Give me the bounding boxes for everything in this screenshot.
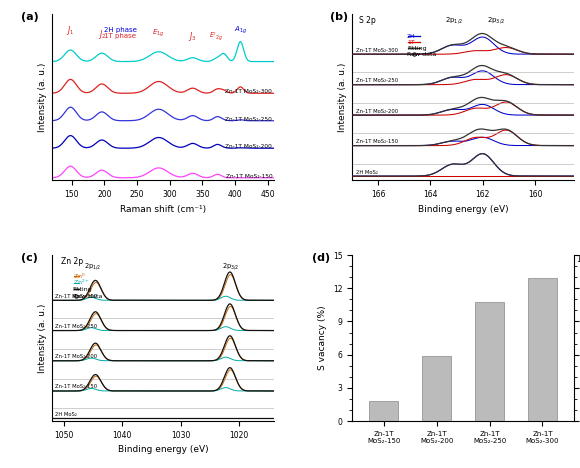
Text: Zn$^{2+}$: Zn$^{2+}$ (72, 278, 90, 287)
Text: (a): (a) (21, 12, 39, 22)
Text: Zn$^0$: Zn$^0$ (72, 271, 85, 281)
Text: 2H phase: 2H phase (104, 27, 137, 33)
Text: (d): (d) (312, 253, 330, 263)
Text: Zn-1T MoS₂-200: Zn-1T MoS₂-200 (226, 144, 273, 149)
Text: 2H MoS₂: 2H MoS₂ (55, 412, 77, 417)
Text: 2p$_{3/2}$: 2p$_{3/2}$ (222, 262, 239, 272)
Text: Zn-1T MoS₂-250: Zn-1T MoS₂-250 (356, 78, 398, 83)
Text: 2p$_{3/2}$: 2p$_{3/2}$ (487, 15, 505, 26)
Text: 1T: 1T (407, 40, 415, 45)
Bar (369, 401, 398, 421)
Text: Zn-1T MoS₂-200: Zn-1T MoS₂-200 (55, 354, 97, 359)
X-axis label: Binding energy (eV): Binding energy (eV) (118, 446, 209, 454)
Text: $A_{1g}$: $A_{1g}$ (234, 24, 247, 36)
Text: Raw data: Raw data (72, 293, 102, 299)
Text: Zn-1T MoS₂-250: Zn-1T MoS₂-250 (226, 117, 273, 122)
Text: $J_3$: $J_3$ (188, 29, 197, 43)
Text: Zn-1T MoS₂-250: Zn-1T MoS₂-250 (55, 324, 97, 329)
Text: Zn-1T MoS₂-300: Zn-1T MoS₂-300 (226, 89, 273, 94)
Text: Fitting: Fitting (407, 46, 426, 51)
Text: Fitting: Fitting (72, 287, 92, 292)
Text: Zn-1T MoS₂-150: Zn-1T MoS₂-150 (356, 139, 398, 144)
Y-axis label: Intensity (a. u.): Intensity (a. u.) (338, 62, 346, 132)
X-axis label: Binding energy (eV): Binding energy (eV) (418, 205, 509, 213)
Text: Raw data: Raw data (407, 52, 436, 57)
Text: Zn-1T MoS₂-300: Zn-1T MoS₂-300 (356, 48, 398, 53)
Bar (475, 301, 504, 421)
Text: Zn-1T MoS₂-150: Zn-1T MoS₂-150 (226, 174, 273, 179)
Text: Zn 2p: Zn 2p (61, 256, 83, 266)
Text: $E'_{2g}$: $E'_{2g}$ (209, 30, 223, 43)
Text: Zn-1T MoS₂-300: Zn-1T MoS₂-300 (55, 294, 97, 299)
Text: S 2p: S 2p (359, 16, 375, 25)
Text: 2p$_{1/2}$: 2p$_{1/2}$ (445, 15, 463, 26)
Y-axis label: Intensity (a. u.): Intensity (a. u.) (38, 303, 46, 373)
Text: 15: 15 (577, 255, 580, 264)
X-axis label: Raman shift (cm⁻¹): Raman shift (cm⁻¹) (120, 205, 206, 213)
Text: $J_1$: $J_1$ (66, 24, 75, 37)
Text: 1T phase: 1T phase (104, 33, 136, 39)
Text: 2p$_{1/2}$: 2p$_{1/2}$ (85, 262, 102, 272)
Text: Zn-1T MoS₂-200: Zn-1T MoS₂-200 (356, 109, 398, 114)
Text: Zn-1T MoS₂-150: Zn-1T MoS₂-150 (55, 385, 97, 389)
Y-axis label: Intensity (a. u.): Intensity (a. u.) (38, 62, 46, 132)
Bar (422, 356, 451, 421)
Text: (c): (c) (21, 253, 38, 263)
Bar (528, 278, 557, 421)
Y-axis label: S vacancy (%): S vacancy (%) (318, 306, 327, 370)
Text: $J_2$: $J_2$ (97, 29, 106, 42)
Text: 2H: 2H (407, 34, 416, 39)
Text: 2H MoS₂: 2H MoS₂ (356, 170, 378, 175)
Text: (b): (b) (330, 12, 348, 22)
Text: $E_{1g}$: $E_{1g}$ (153, 28, 165, 39)
